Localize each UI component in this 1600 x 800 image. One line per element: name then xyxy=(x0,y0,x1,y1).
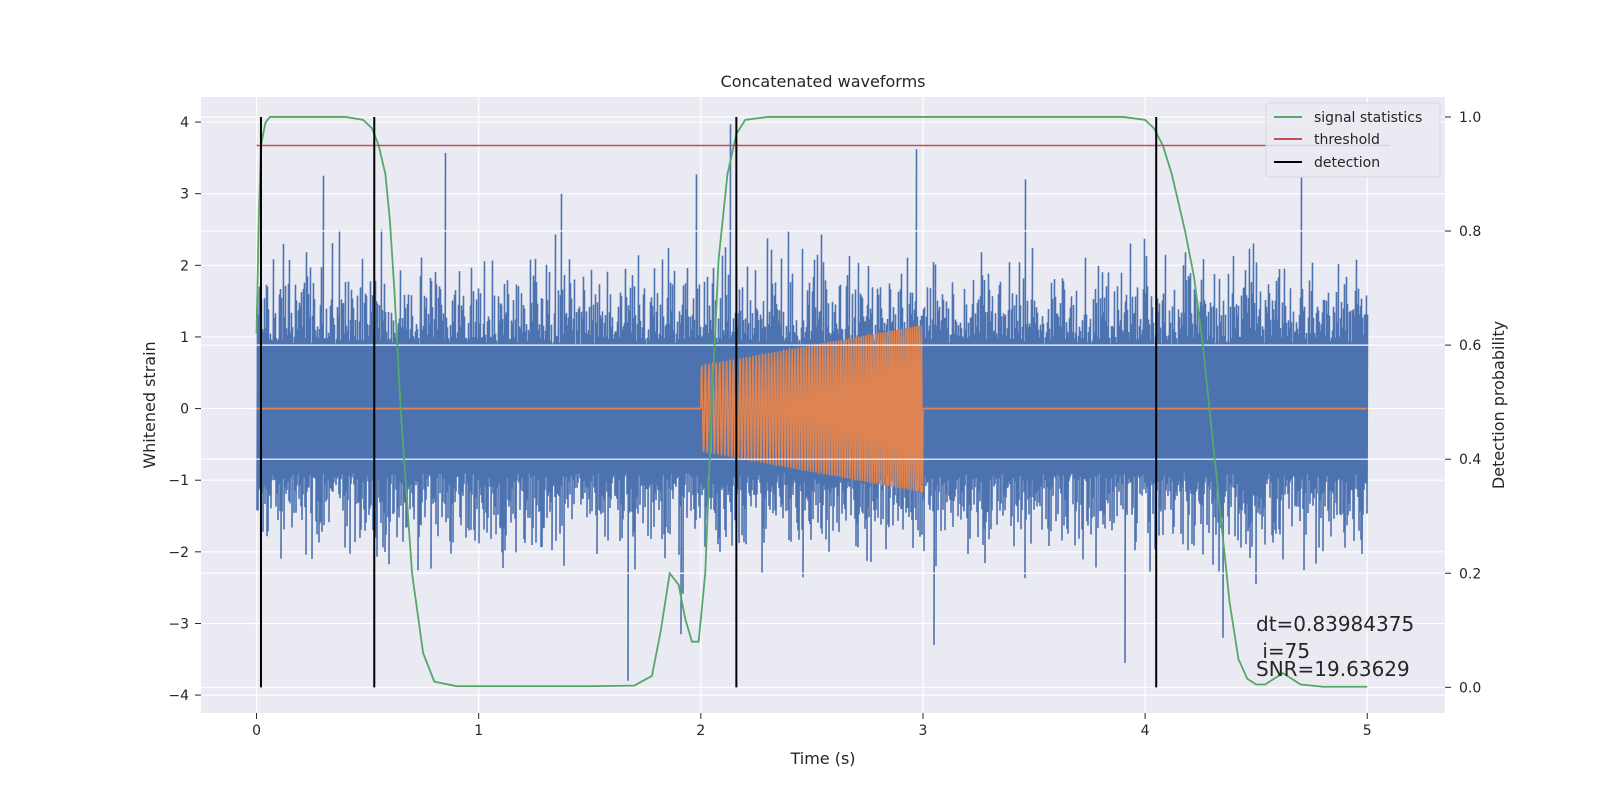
legend-label-detection: detection xyxy=(1314,155,1380,171)
y-left-tick-label: 0 xyxy=(180,402,189,418)
legend-label-threshold: threshold xyxy=(1314,132,1380,148)
legend-label-signal-statistics: signal statistics xyxy=(1314,110,1422,126)
y-right-tick-label: 1.0 xyxy=(1459,110,1481,126)
y-left-axis-ticks: −4 −3 −2 −1 0 1 2 3 4 xyxy=(168,115,201,704)
y-right-axis-label: Detection probability xyxy=(1489,321,1508,489)
series-layer xyxy=(201,116,1445,688)
y-left-tick-label: −4 xyxy=(168,688,189,704)
x-tick-label: 3 xyxy=(919,723,928,739)
y-left-tick-label: −1 xyxy=(168,473,189,489)
y-left-tick-label: 2 xyxy=(180,258,189,274)
annotation-index: i=75 xyxy=(1256,639,1310,663)
detection-lines xyxy=(259,116,1158,688)
y-right-tick-label: 0.6 xyxy=(1459,338,1481,354)
overlay-grid-right-axis xyxy=(201,116,1445,688)
x-axis-ticks: 0 1 2 3 4 5 xyxy=(252,713,1372,739)
x-tick-label: 1 xyxy=(474,723,483,739)
y-left-tick-label: 1 xyxy=(180,330,189,346)
legend: signal statistics threshold detection xyxy=(1265,102,1441,178)
y-right-tick-label: 0.0 xyxy=(1459,680,1481,696)
legend-box xyxy=(1265,102,1441,178)
chart-title: Concatenated waveforms xyxy=(721,72,926,91)
x-tick-label: 4 xyxy=(1141,723,1150,739)
y-right-axis-ticks: 0.0 0.2 0.4 0.6 0.8 1.0 xyxy=(1445,110,1481,696)
x-axis-label: Time (s) xyxy=(789,749,855,768)
y-right-tick-label: 0.4 xyxy=(1459,452,1481,468)
y-left-tick-label: −3 xyxy=(168,616,189,632)
x-tick-label: 2 xyxy=(696,723,705,739)
x-tick-label: 0 xyxy=(252,723,261,739)
y-left-axis-label: Whitened strain xyxy=(140,341,159,468)
annotation-snr: SNR=19.63629 xyxy=(1256,657,1410,681)
y-left-tick-label: −2 xyxy=(168,545,189,561)
annotation-dt: dt=0.83984375 xyxy=(1256,612,1414,636)
x-tick-label: 5 xyxy=(1363,723,1372,739)
y-left-tick-label: 3 xyxy=(180,187,189,203)
y-right-tick-label: 0.8 xyxy=(1459,224,1481,240)
y-right-tick-label: 0.2 xyxy=(1459,566,1481,582)
y-left-tick-label: 4 xyxy=(180,115,189,131)
signal-statistics-line xyxy=(255,116,1368,688)
